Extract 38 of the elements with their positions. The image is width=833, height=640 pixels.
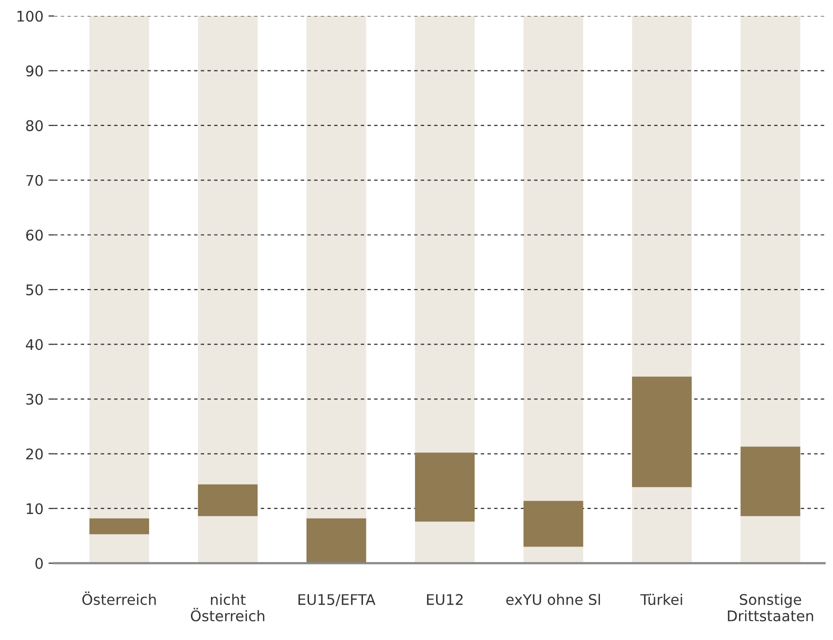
y-tick-label: 50 xyxy=(26,284,43,296)
x-tick-label: nicht Österreich xyxy=(190,594,264,622)
bar xyxy=(414,452,475,522)
bar xyxy=(632,487,692,564)
y-tick-label: 10 xyxy=(26,503,43,514)
bar xyxy=(414,16,475,453)
y-tick-label: 90 xyxy=(26,65,43,76)
y-tick-label: 100 xyxy=(17,10,43,22)
bar xyxy=(524,16,584,501)
x-tick-label: EU12 xyxy=(427,594,463,606)
bar xyxy=(306,518,366,564)
bar xyxy=(89,518,150,534)
bar xyxy=(524,546,584,564)
bar xyxy=(632,16,692,377)
bar xyxy=(740,16,800,447)
y-tick-label: 40 xyxy=(26,339,43,350)
bar xyxy=(740,516,800,564)
bar xyxy=(524,500,584,547)
y-tick-label: 80 xyxy=(26,120,43,132)
x-tick-label: Österreich xyxy=(82,592,156,606)
x-tick-label: EU15/EFTA xyxy=(298,594,376,606)
y-tick-label: 30 xyxy=(26,394,43,405)
x-tick-label: exYU ohne Sl xyxy=(506,594,600,606)
y-tick-label: 70 xyxy=(26,174,43,186)
bar xyxy=(632,376,692,488)
bar xyxy=(198,516,258,564)
y-tick-label: 20 xyxy=(26,448,43,460)
y-tick-label: 60 xyxy=(26,230,43,241)
x-tick-label: Türkei xyxy=(640,594,682,606)
bar xyxy=(89,16,150,518)
bar xyxy=(198,484,258,516)
bar xyxy=(740,446,800,516)
bar xyxy=(89,534,150,564)
bar xyxy=(414,522,475,564)
bar xyxy=(198,16,258,484)
bar xyxy=(306,16,366,518)
y-tick-label: 0 xyxy=(35,558,43,569)
x-tick-label: Sonstige Drittstaaten xyxy=(728,594,814,622)
